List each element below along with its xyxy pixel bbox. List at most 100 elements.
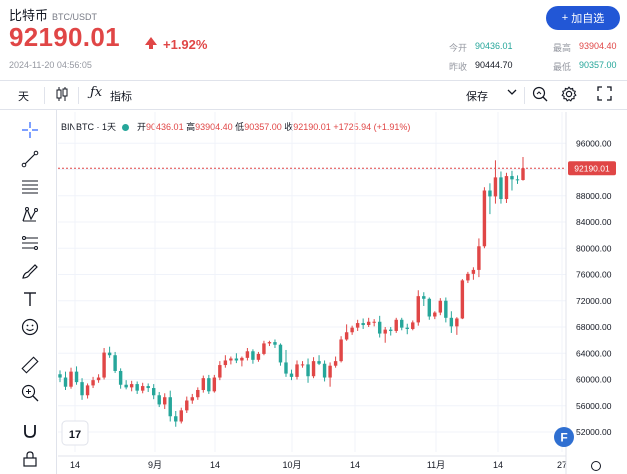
candle-body [284,362,288,374]
legend-symbol: BINBTC · 1天 [61,122,117,132]
drawing-tools-sidebar [0,110,57,474]
candle-body [488,190,492,197]
fullscreen-icon[interactable] [597,86,612,104]
candles-icon[interactable] [55,86,69,105]
legend-close: 92190.01 [293,122,331,132]
measure-icon[interactable] [18,231,42,255]
add-watchlist-label: 加自选 [571,13,605,25]
crosshair-icon[interactable] [18,118,42,142]
candle-body [74,371,79,383]
candle-body [300,364,305,366]
candle-body [251,351,255,360]
chevron-down-icon[interactable] [507,86,517,101]
candle-body [455,318,459,327]
x-tick-label: 10月 [282,460,301,470]
candle-body [322,363,327,378]
chart-toolbar: 天 ƒx 指标 保存 [0,80,627,110]
candle-body [124,384,128,388]
candle-body [361,323,365,326]
candle-body [267,342,272,344]
candle-body [174,416,178,422]
candle-body [444,300,448,318]
candle-body [366,321,371,326]
candle-body [146,386,150,389]
candle-body [471,269,476,274]
candle-body [295,364,299,377]
candle-body [201,378,206,390]
candle-body [135,384,139,391]
indicators-button[interactable]: 指标 [110,91,132,103]
candle-body [311,361,316,377]
candle-body [438,300,443,313]
candle-body [262,343,266,354]
y-tick-label: 72000.00 [576,296,612,306]
candle-body [80,382,84,396]
candle-body [163,397,167,405]
legend-low: 90357.00 [244,122,282,132]
candle-body [240,357,244,361]
candle-body [394,319,398,331]
fib-icon[interactable] [18,175,42,199]
candle-body [521,168,525,180]
text-icon[interactable] [18,287,42,311]
ruler-icon[interactable] [18,353,42,377]
settings-icon[interactable] [561,86,577,105]
toolbar-divider [78,87,79,104]
candle-body [256,353,261,360]
lock-icon[interactable] [18,447,42,471]
axis-settings-icon [591,461,601,471]
candle-body [245,351,250,358]
candle-body [91,380,95,386]
y-tick-label: 96000.00 [576,138,612,148]
y-tick-label: 76000.00 [576,270,612,280]
toolbar-divider [524,87,525,104]
snapshot-icon[interactable] [532,86,548,105]
high-value: 93904.40 [579,41,617,51]
x-tick-label: 27 [557,460,567,470]
tv-logo-icon [61,420,89,446]
asset-pair: BTC/USDT [52,12,98,22]
zoom-in-icon[interactable] [18,381,42,405]
low-value: 90357.00 [579,60,617,70]
candle-body [427,298,432,317]
low-label: 最低 [553,62,572,72]
up-arrow-stem [149,44,153,49]
magnet-icon[interactable] [18,419,42,443]
prev-close-value: 90444.70 [475,60,513,70]
candle-body [69,371,73,387]
candle-body [102,352,106,378]
candle-body [411,322,415,329]
candle-body [289,373,294,377]
x-tick-label: 14 [210,460,220,470]
pattern-icon[interactable] [18,203,42,227]
candle-body [207,378,211,392]
toolbar-divider [44,87,45,104]
add-watchlist-button[interactable]: + 加自选 [546,6,620,30]
x-tick-label: 14 [350,460,360,470]
save-button[interactable]: 保存 [466,91,488,103]
candle-body [107,352,112,356]
asset-title: 比特币 BTC/USDT [9,5,97,24]
last-price-tag [568,161,616,176]
candle-body [493,177,498,197]
interval-button[interactable]: 天 [18,91,29,103]
candle-body [355,323,360,328]
candle-body [389,329,393,331]
up-arrow-icon [145,37,157,45]
candle-body [58,374,62,378]
candle-body [118,370,123,385]
legend-close-label: 收 [284,122,294,132]
ohlc-legend: BINBTC · 1天 开90436.01 高93904.40 低90357.00… [61,120,410,133]
trendline-icon[interactable] [18,147,42,171]
brush-icon[interactable] [18,259,42,283]
candle-body [196,390,200,398]
candle-body [339,339,343,362]
candle-body [96,377,101,381]
legend-change: +1725.94 (+1.91%) [333,122,411,132]
legend-low-label: 低 [235,122,245,132]
fx-icon[interactable]: ƒx [90,85,103,100]
candle-body [350,327,354,333]
candle-body [306,364,310,377]
emoji-icon[interactable] [18,315,42,339]
